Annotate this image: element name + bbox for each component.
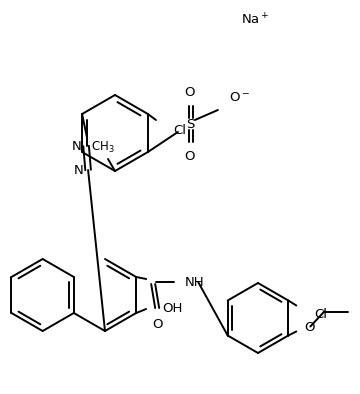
Text: N: N [74, 164, 84, 177]
Text: N: N [72, 139, 82, 152]
Text: Na$^+$: Na$^+$ [240, 12, 269, 28]
Text: O: O [152, 318, 162, 331]
Text: O: O [304, 321, 315, 334]
Text: OH: OH [162, 301, 183, 314]
Text: Cl: Cl [173, 123, 186, 136]
Text: O: O [185, 149, 195, 162]
Text: O: O [185, 85, 195, 98]
Text: O$^-$: O$^-$ [229, 91, 251, 104]
Text: NH: NH [185, 275, 205, 288]
Text: Cl: Cl [314, 308, 327, 321]
Text: CH$_3$: CH$_3$ [91, 139, 115, 154]
Text: S: S [186, 117, 194, 130]
